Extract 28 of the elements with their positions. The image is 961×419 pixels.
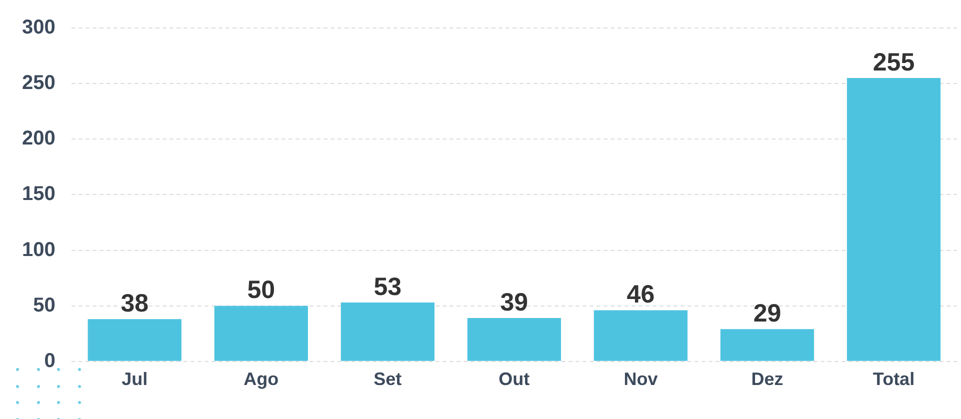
bar (467, 318, 561, 361)
data-label: 38 (120, 290, 149, 318)
bar (720, 329, 814, 361)
data-label: 255 (872, 48, 915, 76)
bar (214, 306, 308, 361)
x-tick-label: Out (498, 369, 530, 390)
data-label: 53 (374, 272, 402, 301)
x-tick-label: Dez (751, 369, 784, 390)
data-label: 39 (500, 288, 528, 316)
data-label: 46 (626, 280, 655, 309)
y-tick-label: 150 (22, 183, 56, 206)
x-tick-label: Total (872, 369, 915, 390)
bar (846, 78, 941, 361)
y-tick-label: 250 (22, 72, 56, 94)
y-tick-label: 200 (22, 128, 56, 150)
x-tick-label: Nov (624, 369, 658, 390)
x-tick-label: Set (374, 369, 402, 390)
y-tick-label: 50 (33, 294, 56, 316)
y-tick-label: 300 (22, 16, 56, 39)
bar (88, 319, 182, 361)
y-tick-label: 0 (44, 350, 56, 372)
bar (594, 310, 688, 361)
y-tick-label: 100 (22, 238, 56, 261)
x-tick-label: Ago (244, 369, 279, 390)
bar (340, 302, 434, 361)
data-label: 50 (247, 276, 276, 304)
x-tick-label: Jul (122, 369, 148, 390)
data-label: 29 (753, 300, 782, 328)
